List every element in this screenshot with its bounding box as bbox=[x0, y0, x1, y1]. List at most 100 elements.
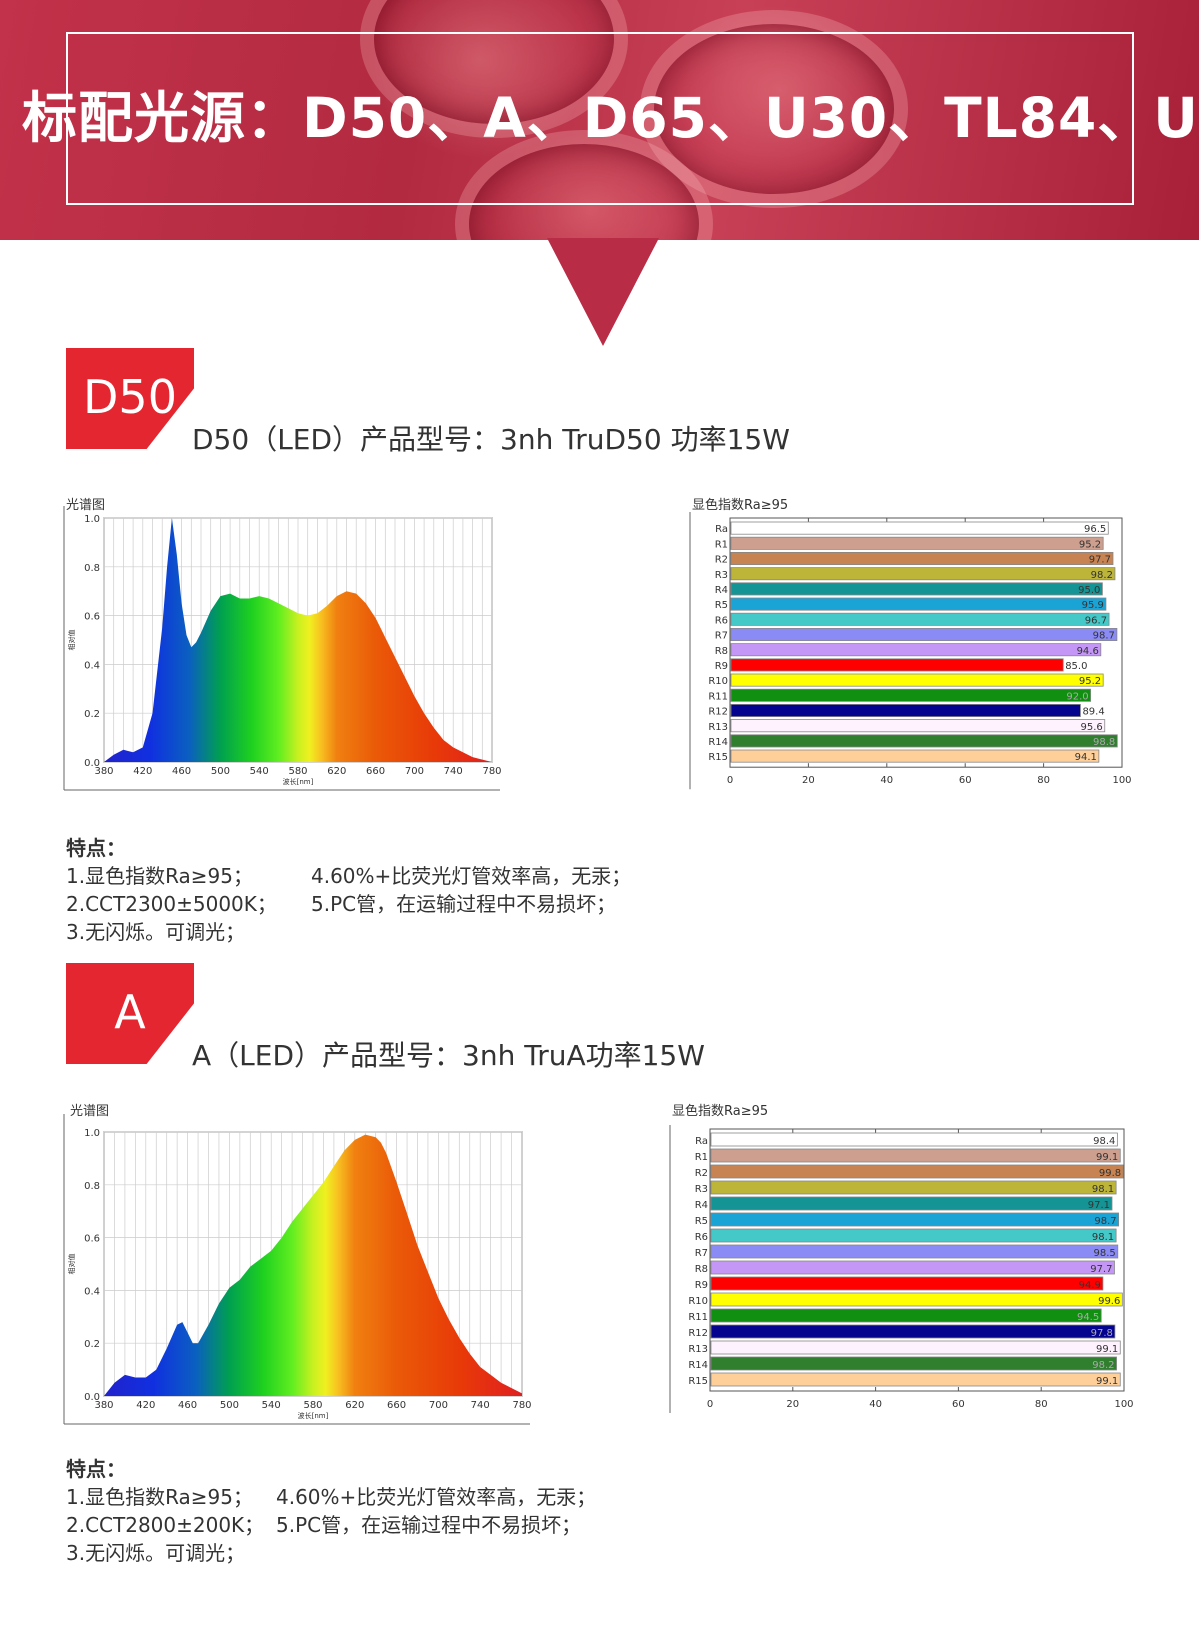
down-arrow-icon bbox=[547, 238, 659, 346]
ri-category-label: R13 bbox=[708, 722, 728, 733]
ri-value-label: 96.7 bbox=[1085, 615, 1107, 626]
x-tick-label: 660 bbox=[366, 766, 385, 777]
x-tick-label: 40 bbox=[869, 1399, 882, 1410]
ri-bar-r6 bbox=[730, 612, 1110, 626]
x-tick-label: 620 bbox=[345, 1400, 364, 1411]
ri-category-label: R15 bbox=[708, 752, 728, 763]
x-tick-label: 540 bbox=[262, 1400, 281, 1411]
feature-item: 3.无闪烁。可调光； bbox=[66, 920, 246, 944]
features-a: 特点： 1.显色指数Ra≥95； 4.60%+比荧光灯管效率高，无汞； 2.CCT… bbox=[66, 1455, 596, 1567]
ri-bar-r10 bbox=[730, 673, 1104, 687]
ri-bar-r3 bbox=[710, 1180, 1117, 1195]
ri-category-label: R12 bbox=[708, 707, 728, 718]
ri-bar-r4 bbox=[730, 582, 1103, 596]
ri-value-label: 98.7 bbox=[1094, 1216, 1116, 1227]
ri-value-label: 95.9 bbox=[1082, 600, 1104, 611]
ri-value-label: 97.1 bbox=[1088, 1200, 1110, 1211]
x-tick-label: 580 bbox=[288, 766, 307, 777]
ri-category-label: R14 bbox=[708, 737, 728, 748]
ri-category-label: R4 bbox=[715, 585, 728, 596]
ri-value-label: 97.7 bbox=[1089, 555, 1111, 566]
x-axis-label: 波长[nm] bbox=[283, 777, 314, 786]
ri-bar-r4 bbox=[710, 1196, 1113, 1211]
ri-bar-chart-d50: 0 20 40 60 80 100 Ra 96.5 R1 95.2 R2 97.7 R3 98.2 R4 95… bbox=[689, 512, 1132, 790]
ri-value-label: 98.8 bbox=[1093, 737, 1115, 748]
ri-bar-ra bbox=[710, 1132, 1118, 1147]
ri-category-label: R12 bbox=[688, 1328, 708, 1339]
ri-chart-title: 显色指数Ra≥95 bbox=[692, 498, 789, 513]
features-heading: 特点： bbox=[66, 836, 126, 860]
ri-bar-r5 bbox=[730, 597, 1107, 611]
x-tick-label: 420 bbox=[133, 766, 152, 777]
y-tick-label: 0.8 bbox=[84, 563, 100, 574]
ri-bar-r6 bbox=[710, 1228, 1117, 1243]
ri-bar-r12 bbox=[710, 1324, 1116, 1339]
ri-category-label: R15 bbox=[688, 1376, 708, 1387]
ri-bar-r7 bbox=[710, 1244, 1119, 1259]
spectrum-chart-title: 光谱图 bbox=[66, 498, 106, 513]
ri-bar-r7 bbox=[730, 628, 1118, 642]
ri-bar-r1 bbox=[730, 536, 1104, 550]
section-badge-a: A bbox=[66, 963, 194, 1064]
ri-bar-r8 bbox=[730, 643, 1102, 657]
ri-value-label: 98.7 bbox=[1093, 631, 1115, 642]
ri-value-label: 97.7 bbox=[1090, 1264, 1112, 1275]
y-tick-label: 0.8 bbox=[84, 1181, 100, 1192]
x-tick-label: 20 bbox=[786, 1399, 799, 1410]
x-tick-label: 700 bbox=[429, 1400, 448, 1411]
section-badge-d50: D50 bbox=[66, 348, 194, 449]
ri-value-label: 98.1 bbox=[1092, 1232, 1114, 1243]
ri-value-label: 94.5 bbox=[1077, 1312, 1099, 1323]
spectrum-chart-title: 光谱图 bbox=[70, 1104, 110, 1119]
y-tick-label: 0.2 bbox=[84, 709, 100, 720]
ri-category-label: R10 bbox=[708, 676, 728, 687]
y-axis-label: 相对值 bbox=[67, 1254, 76, 1275]
y-tick-label: 0.0 bbox=[84, 1392, 100, 1403]
ri-bar-r11 bbox=[730, 688, 1092, 702]
x-tick-label: 460 bbox=[178, 1400, 197, 1411]
y-tick-label: 0.2 bbox=[84, 1339, 100, 1350]
y-tick-label: 0.6 bbox=[84, 1234, 100, 1245]
ri-value-label: 99.1 bbox=[1096, 1376, 1118, 1387]
ri-value-label: 98.5 bbox=[1094, 1248, 1116, 1259]
ri-value-label: 99.1 bbox=[1096, 1152, 1118, 1163]
ri-bar-r10 bbox=[710, 1292, 1123, 1307]
ri-value-label: 94.9 bbox=[1079, 1280, 1101, 1291]
ri-category-label: R5 bbox=[715, 600, 728, 611]
y-tick-label: 1.0 bbox=[84, 514, 100, 525]
ri-category-label: R14 bbox=[688, 1360, 708, 1371]
features-d50: 特点： 1.显色指数Ra≥95； 4.60%+比荧光灯管效率高，无汞； 2.CCT… bbox=[66, 834, 631, 946]
ri-value-label: 95.0 bbox=[1078, 585, 1100, 596]
ri-chart-title: 显色指数Ra≥95 bbox=[672, 1104, 769, 1119]
x-tick-label: 0 bbox=[727, 775, 733, 786]
ri-category-label: R1 bbox=[715, 539, 728, 550]
ri-bar-r5 bbox=[710, 1212, 1120, 1227]
ri-value-label: 89.4 bbox=[1082, 707, 1104, 718]
x-tick-label: 20 bbox=[802, 775, 815, 786]
ri-category-label: R2 bbox=[715, 555, 728, 566]
ri-bar-r1 bbox=[710, 1148, 1121, 1163]
ri-category-label: Ra bbox=[695, 1136, 708, 1147]
y-tick-label: 0.0 bbox=[84, 758, 100, 769]
ri-bar-r15 bbox=[730, 749, 1100, 763]
ri-category-label: R6 bbox=[695, 1232, 708, 1243]
x-tick-label: 780 bbox=[482, 766, 501, 777]
ri-category-label: R9 bbox=[695, 1280, 708, 1291]
feature-item: 2.CCT2300±5000K； bbox=[66, 892, 277, 916]
y-tick-label: 0.4 bbox=[84, 1286, 100, 1297]
ri-bar-r9 bbox=[710, 1276, 1104, 1291]
y-tick-label: 0.6 bbox=[84, 612, 100, 623]
ri-value-label: 95.2 bbox=[1079, 539, 1101, 550]
spectrum-area bbox=[104, 1134, 522, 1396]
x-tick-label: 460 bbox=[172, 766, 191, 777]
ri-bar-r3 bbox=[730, 567, 1116, 581]
x-tick-label: 700 bbox=[405, 766, 424, 777]
feature-item: 5.PC管，在运输过程中不易损坏； bbox=[276, 1513, 582, 1537]
x-tick-label: 580 bbox=[303, 1400, 322, 1411]
x-tick-label: 500 bbox=[220, 1400, 239, 1411]
ri-category-label: R8 bbox=[695, 1264, 708, 1275]
ri-value-label: 99.1 bbox=[1096, 1344, 1118, 1355]
ri-value-label: 98.2 bbox=[1091, 570, 1113, 581]
feature-item: 1.显色指数Ra≥95； bbox=[66, 864, 254, 888]
x-tick-label: 740 bbox=[471, 1400, 490, 1411]
